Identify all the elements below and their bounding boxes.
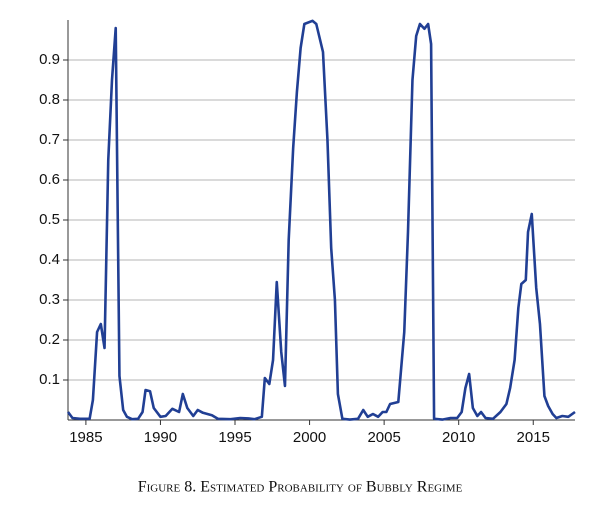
y-tick-label: 0.6 [39,171,60,188]
x-tick-label: 1990 [144,429,177,446]
x-tick-label: 2015 [517,429,550,446]
y-tick-label: 0.2 [39,331,60,348]
y-tick-label: 0.1 [39,371,60,388]
x-tick-label: 1995 [218,429,251,446]
y-tick-label: 0.9 [39,51,60,68]
y-tick-label: 0.3 [39,291,60,308]
y-tick-label: 0.5 [39,211,60,228]
y-tick-label: 0.7 [39,131,60,148]
y-tick-label: 0.8 [39,91,60,108]
x-tick-label: 1985 [69,429,102,446]
x-tick-label: 2000 [293,429,326,446]
caption: Figure 8. Estimated Probability of Bubbl… [138,479,463,496]
data-line [66,19,576,421]
x-tick-label: 2010 [442,429,475,446]
x-tick-label: 2005 [367,429,400,446]
y-tick-label: 0.4 [39,251,60,268]
